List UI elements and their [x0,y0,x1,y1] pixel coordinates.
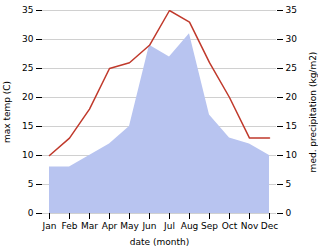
svg-text:0: 0 [286,208,292,218]
svg-text:15: 15 [22,121,33,131]
svg-text:20: 20 [22,92,34,102]
svg-text:May: May [120,221,139,231]
svg-text:0: 0 [28,208,34,218]
svg-text:med. precipitation (kg/m2): med. precipitation (kg/m2) [308,52,318,173]
svg-text:10: 10 [22,150,34,160]
svg-text:5: 5 [28,179,34,189]
svg-text:10: 10 [286,150,298,160]
svg-text:Jun: Jun [141,221,156,231]
svg-text:Oct: Oct [222,221,238,231]
svg-text:Aug: Aug [181,221,199,231]
svg-text:20: 20 [286,92,298,102]
svg-text:35: 35 [286,5,297,15]
svg-text:25: 25 [22,63,33,73]
svg-text:Apr: Apr [102,221,118,231]
svg-text:Feb: Feb [62,221,78,231]
svg-text:5: 5 [286,179,292,189]
svg-text:max temp (C): max temp (C) [2,81,12,143]
svg-text:Nov: Nov [241,221,259,231]
svg-text:30: 30 [22,34,34,44]
svg-text:15: 15 [286,121,297,131]
svg-text:25: 25 [286,63,297,73]
svg-text:30: 30 [286,34,298,44]
svg-text:Jul: Jul [163,221,175,231]
svg-text:Sep: Sep [201,221,218,231]
svg-text:date (month): date (month) [130,237,189,247]
svg-text:Jan: Jan [42,221,57,231]
svg-text:Mar: Mar [81,221,98,231]
svg-text:Dec: Dec [261,221,278,231]
svg-text:35: 35 [22,5,33,15]
